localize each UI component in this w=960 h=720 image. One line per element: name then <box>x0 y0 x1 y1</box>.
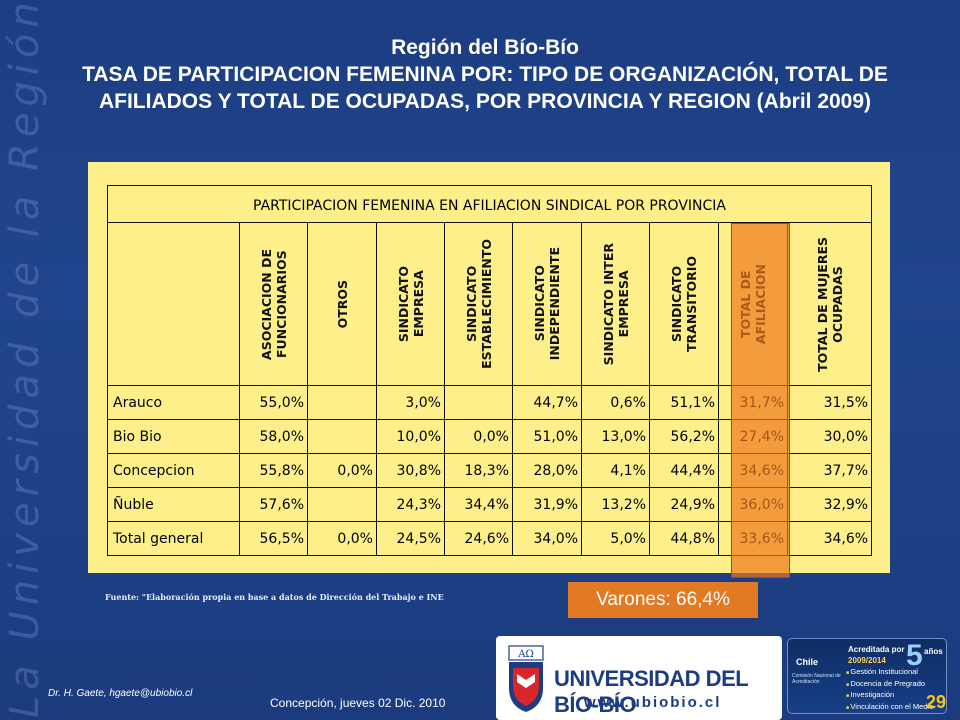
column-header-label: SINDICATO TRANSITORIO <box>669 256 699 352</box>
table-cell: 24,3% <box>376 487 445 522</box>
column-header: SINDICATO INTER EMPRESA <box>581 222 650 386</box>
table-cell: 24,5% <box>376 521 445 556</box>
table-cell: 56,2% <box>649 419 719 454</box>
participation-table: PARTICIPACION FEMENINA EN AFILIACION SIN… <box>106 185 873 556</box>
table-cell <box>307 487 377 522</box>
column-header: OTROS <box>307 222 377 386</box>
column-header: ASOCIACION DE FUNCIONARIOS <box>239 222 308 386</box>
table-cell: 57,6% <box>239 487 308 522</box>
footer-date: Concepción, jueves 02 Dic. 2010 <box>270 696 446 710</box>
column-header: SINDICATO INDEPENDIENTE <box>512 222 582 386</box>
table-cell: 37,7% <box>786 453 873 488</box>
table-cell: 51,0% <box>512 419 582 454</box>
table-cell: 58,0% <box>239 419 308 454</box>
column-header: SINDICATO ESTABLECIMIENTO <box>444 222 513 386</box>
title-subtitle: TASA DE PARTICIPACION FEMENINA POR: TIPO… <box>82 63 888 113</box>
slide-title: Región del Bío-Bío TASA DE PARTICIPACION… <box>70 34 900 115</box>
table-cell: 34,0% <box>512 521 582 556</box>
cna-chile-label: Chile <box>796 657 819 667</box>
table-cell: 0,0% <box>307 453 377 488</box>
row-label: Arauco <box>107 385 240 420</box>
table-row: Bio Bio58,0%10,0%0,0%51,0%13,0%56,2%27,4… <box>107 419 873 454</box>
table-cell: 0,0% <box>307 521 377 556</box>
emblem-letters: ΑΩ <box>517 649 534 660</box>
table-cell: 31,9% <box>512 487 582 522</box>
column-header-label: TOTAL DE MUJERES OCUPADAS <box>814 236 845 372</box>
table-cell <box>307 385 377 420</box>
table-cell: 30,8% <box>376 453 445 488</box>
cna-agency-label: Comisión Nacional de Acreditación <box>792 673 841 685</box>
table-cell: 31,5% <box>786 385 873 420</box>
column-header: TOTAL DE MUJERES OCUPADAS <box>786 222 873 386</box>
table-cell: 24,6% <box>444 521 513 556</box>
row-label: Bio Bio <box>107 419 240 454</box>
accreditation-number: 5 <box>906 639 923 672</box>
table-cell: 34,4% <box>444 487 513 522</box>
column-header-label: SINDICATO INTER EMPRESA <box>600 242 631 366</box>
table-cell: 32,9% <box>786 487 873 522</box>
accreditation-area-item: Investigación <box>846 690 933 702</box>
university-name: UNIVERSIDAD DEL BÍO-BÍO <box>554 666 748 717</box>
column-header: SINDICATO TRANSITORIO <box>649 222 719 386</box>
table-caption: PARTICIPACION FEMENINA EN AFILIACION SIN… <box>106 185 873 223</box>
column-header: SINDICATO EMPRESA <box>376 222 445 386</box>
table-cell: 44,7% <box>512 385 582 420</box>
table-cell <box>307 419 377 454</box>
table-cell: 30,0% <box>786 419 873 454</box>
table-cell: 56,5% <box>239 521 308 556</box>
page-number: 29 <box>926 692 947 712</box>
column-header-label: SINDICATO INDEPENDIENTE <box>532 247 562 361</box>
table-cell: 28,0% <box>512 453 582 488</box>
table-cell: 0,0% <box>444 419 513 454</box>
accreditation-area-item: Docencia de Pregrado <box>846 679 933 691</box>
table-cell <box>444 385 513 420</box>
accreditation-suffix: años <box>924 647 943 656</box>
watermark-text: La Universidad de la Región del Bío-Bío <box>2 0 48 718</box>
university-url: www.ubiobio.cl <box>584 694 722 711</box>
source-note: Fuente: "Elaboración propia en base a da… <box>105 592 444 602</box>
varones-callout: Varones: 66,4% <box>568 582 758 618</box>
table-cell: 18,3% <box>444 453 513 488</box>
row-label: Concepcion <box>107 453 240 488</box>
row-label: Ñuble <box>107 487 240 522</box>
column-header-label: OTROS <box>334 279 350 329</box>
accreditation-areas: Gestión InstitucionalDocencia de Pregrad… <box>846 667 933 713</box>
accreditation-area-item: Gestión Institucional <box>846 667 933 679</box>
table-cell: 24,9% <box>649 487 719 522</box>
table-cell: 44,8% <box>649 521 719 556</box>
total-afiliacion-highlight <box>731 223 790 578</box>
table-cell: 55,8% <box>239 453 308 488</box>
table-cell: 51,1% <box>649 385 719 420</box>
table-cell: 13,0% <box>581 419 650 454</box>
column-header-label: ASOCIACION DE FUNCIONARIOS <box>258 248 289 360</box>
column-header-label: SINDICATO ESTABLECIMIENTO <box>463 239 494 369</box>
table-cell: 10,0% <box>376 419 445 454</box>
column-header-label: SINDICATO EMPRESA <box>395 265 426 343</box>
table-cell: 3,0% <box>376 385 445 420</box>
university-emblem-icon: ΑΩ <box>508 645 544 712</box>
accreditation-badge: Chile Comisión Nacional de Acreditación … <box>787 638 947 714</box>
table-cell: 13,2% <box>581 487 650 522</box>
header-blank-cell <box>107 222 240 386</box>
table-cell: 34,6% <box>786 521 873 556</box>
accreditation-area-item: Vinculación con el Medio <box>846 702 933 714</box>
table-cell: 55,0% <box>239 385 308 420</box>
table-row: Ñuble57,6%24,3%34,4%31,9%13,2%24,9%36,0%… <box>107 487 873 522</box>
table-cell: 4,1% <box>581 453 650 488</box>
university-logo: ΑΩ UNIVERSIDAD DEL BÍO-BÍO www.ubiobio.c… <box>496 636 782 720</box>
footer-author: Dr. H. Gaete, hgaete@ubiobio.cl <box>48 688 193 699</box>
table-cell: 44,4% <box>649 453 719 488</box>
title-region: Región del Bío-Bío <box>391 36 579 59</box>
table-cell: 0,6% <box>581 385 650 420</box>
accreditation-label: Acreditada por <box>848 645 905 654</box>
accreditation-years: 2009/2014 <box>848 656 886 665</box>
table-cell: 5,0% <box>581 521 650 556</box>
row-label: Total general <box>107 521 240 556</box>
